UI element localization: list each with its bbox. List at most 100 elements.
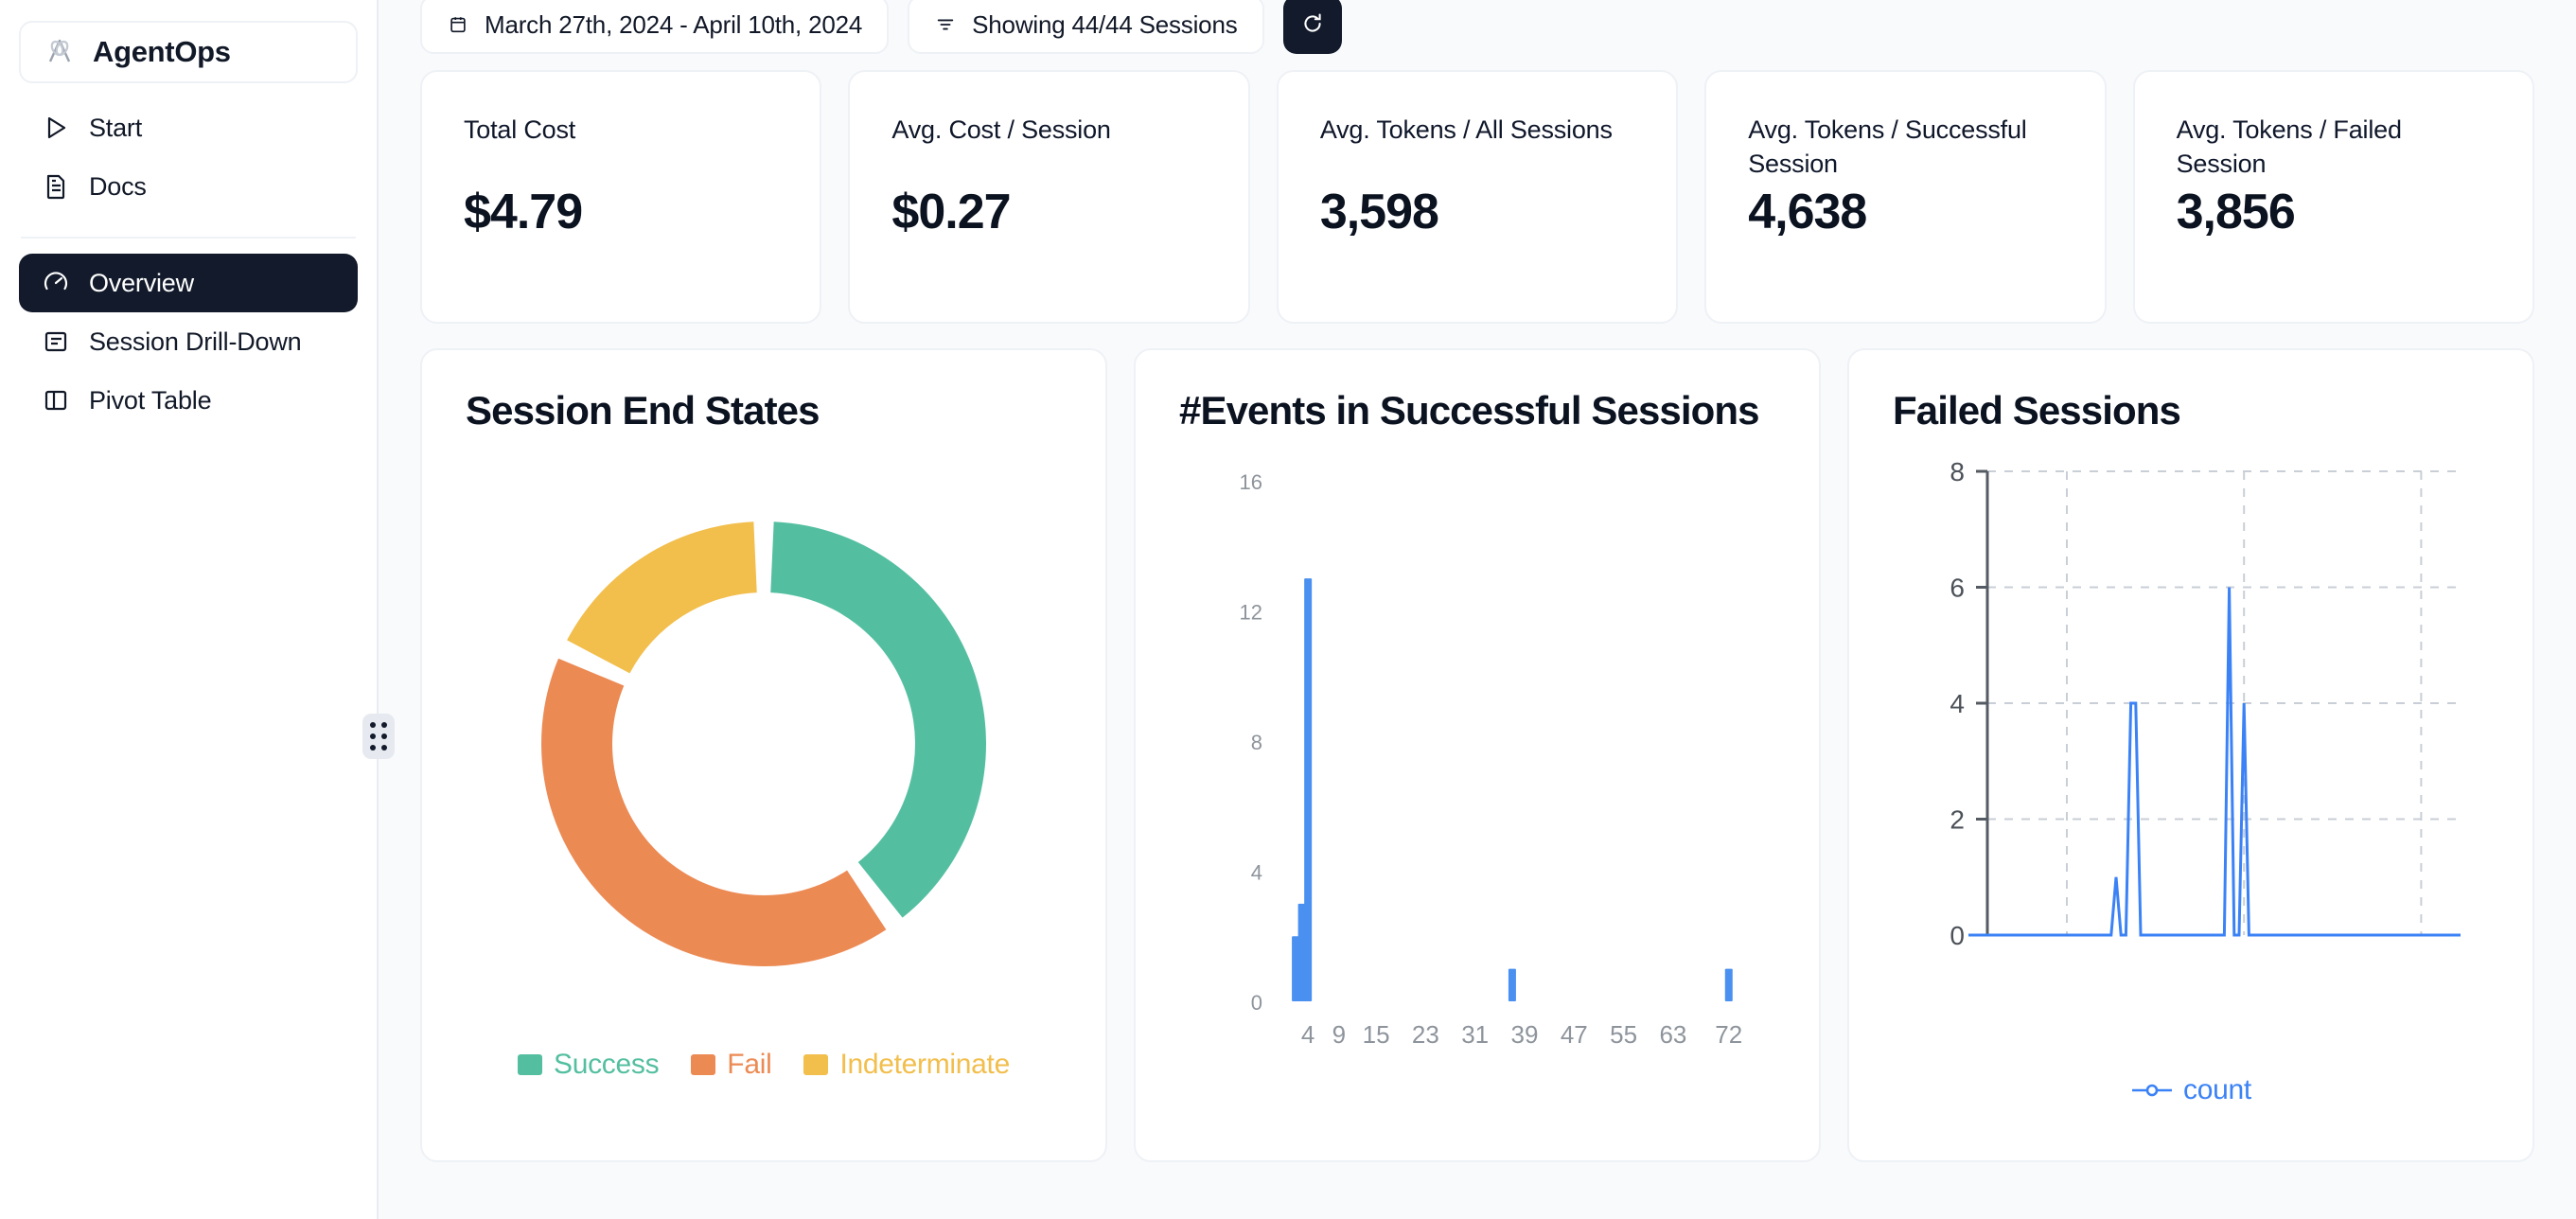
legend-item-success[interactable]: Success [518, 1049, 660, 1081]
y-axis-tick-label: 8 [1251, 731, 1262, 754]
bar[interactable] [1297, 904, 1306, 1002]
sessions-filter-label: Showing 44/44 Sessions [972, 9, 1238, 39]
legend-label-fail: Fail [727, 1049, 772, 1081]
line-chart: 0 2 4 6 8 [1893, 443, 2489, 1072]
stat-value: $4.79 [464, 185, 583, 239]
stat-label: Total Cost [464, 115, 576, 144]
calendar-icon [447, 13, 469, 36]
drag-dots-column-left [370, 722, 376, 751]
sidebar-resize-handle[interactable] [362, 714, 395, 759]
drag-dots-column-right [381, 722, 387, 751]
legend-label-indeterminate: Indeterminate [839, 1049, 1010, 1081]
x-axis-tick-label: 23 [1412, 1020, 1439, 1049]
stat-card-total-cost: Total Cost $4.79 [420, 70, 822, 324]
date-range-label: March 27th, 2024 - April 10th, 2024 [485, 9, 863, 39]
sidebar-divider [21, 237, 356, 238]
chart-card-row: Session End States Success Fail [405, 348, 2550, 1162]
date-range-picker[interactable]: March 27th, 2024 - April 10th, 2024 [420, 0, 890, 54]
legend-swatch-fail [691, 1054, 716, 1076]
nav-group-secondary: Overview Session Drill-Down [19, 238, 358, 430]
donut-slice-fail[interactable] [541, 658, 887, 967]
line-chart-svg[interactable]: 0 2 4 6 8 [1893, 443, 2498, 1068]
chart-card-session-end-states: Session End States Success Fail [420, 348, 1107, 1162]
toolbar: March 27th, 2024 - April 10th, 2024 Show… [405, 0, 2550, 66]
x-axis-tick-label: 4 [1301, 1020, 1314, 1049]
sidebar-item-docs-label: Docs [89, 171, 147, 201]
chart-title-events-in-successful-sessions: #Events in Successful Sessions [1179, 388, 1760, 433]
donut-svg[interactable] [470, 460, 1057, 1028]
donut-chart [466, 460, 1062, 1028]
y-axis-tick-label: 6 [1950, 574, 1965, 603]
stat-card-avg-cost-session: Avg. Cost / Session $0.27 [848, 70, 1250, 324]
legend-swatch-success [518, 1054, 543, 1076]
agentops-logo-icon [44, 36, 76, 68]
sidebar-item-overview-label: Overview [89, 268, 194, 297]
brand-button[interactable]: AgentOps [19, 21, 358, 83]
sidebar-item-session-drill-down[interactable]: Session Drill-Down [19, 312, 358, 371]
bar[interactable] [1292, 936, 1300, 1002]
chart-title-session-end-states: Session End States [466, 388, 820, 433]
list-panel-icon [42, 327, 70, 356]
donut-slice-indeterminate[interactable] [567, 521, 757, 674]
x-axis-tick-label: 9 [1332, 1020, 1346, 1049]
line-series-count[interactable] [1968, 587, 2461, 937]
chart-card-failed-sessions: Failed Sessions 0 2 4 6 8 count [1847, 348, 2534, 1162]
bar[interactable] [1724, 968, 1733, 1002]
y-axis-tick-label: 0 [1251, 991, 1262, 1015]
x-axis-tick-label: 15 [1363, 1020, 1390, 1049]
legend-item-fail[interactable]: Fail [691, 1049, 772, 1081]
y-axis-tick-label: 16 [1240, 470, 1262, 494]
bar[interactable] [1508, 968, 1516, 1002]
line-chart-legend[interactable]: count [1893, 1074, 2489, 1106]
gauge-icon [42, 269, 70, 297]
y-axis-tick-label: 0 [1950, 921, 1965, 950]
stat-card-avg-tokens-all-sessions: Avg. Tokens / All Sessions 3,598 [1276, 70, 1679, 324]
x-axis-tick-label: 39 [1511, 1020, 1539, 1049]
chart-title-failed-sessions: Failed Sessions [1893, 388, 2181, 433]
stat-label: Avg. Tokens / Successful Session [1748, 115, 2027, 178]
stat-label: Avg. Tokens / Failed Session [2176, 115, 2402, 178]
legend-item-indeterminate[interactable]: Indeterminate [803, 1049, 1010, 1081]
x-axis-tick-label: 63 [1659, 1020, 1686, 1049]
nav-group-primary: Start Docs [19, 83, 358, 216]
sidebar-item-session-drill-down-label: Session Drill-Down [89, 327, 302, 356]
y-axis-tick-label: 8 [1950, 457, 1965, 486]
filter-icon [934, 13, 957, 36]
brand-name: AgentOps [93, 35, 231, 68]
y-axis-tick-label: 4 [1950, 689, 1965, 718]
stat-card-row: Total Cost $4.79 Avg. Cost / Session $0.… [405, 70, 2550, 324]
sidebar-item-overview[interactable]: Overview [19, 254, 358, 312]
x-axis-tick-label: 47 [1561, 1020, 1588, 1049]
x-axis-tick-label: 55 [1610, 1020, 1637, 1049]
chart-card-events-in-successful-sessions: #Events in Successful Sessions 0 4 8 12 16 4 9… [1134, 348, 1821, 1162]
stat-value: 3,598 [1319, 185, 1439, 239]
play-triangle-icon [42, 114, 70, 142]
sidebar-item-pivot-table[interactable]: Pivot Table [19, 371, 358, 430]
x-axis-tick-label: 72 [1715, 1020, 1742, 1049]
stat-card-avg-tokens-failed-session: Avg. Tokens / Failed Session 3,856 [2132, 70, 2535, 324]
main-content: March 27th, 2024 - April 10th, 2024 Show… [379, 0, 2576, 1219]
stat-card-avg-tokens-successful-session: Avg. Tokens / Successful Session 4,638 [1704, 70, 2107, 324]
donut-slice-success[interactable] [770, 521, 986, 918]
legend-swatch-indeterminate [803, 1054, 829, 1076]
legend-label-success: Success [554, 1049, 660, 1081]
sidebar: AgentOps Start Docs [0, 0, 395, 1219]
sidebar-item-start[interactable]: Start [19, 98, 358, 157]
legend-marker-count [2130, 1074, 2174, 1106]
document-text-icon [42, 172, 70, 201]
bar[interactable] [1304, 578, 1313, 1002]
x-axis-tick-label: 31 [1461, 1020, 1489, 1049]
refresh-button[interactable] [1282, 0, 1342, 54]
legend-label-count: count [2183, 1074, 2251, 1106]
sidebar-item-start-label: Start [89, 113, 143, 142]
stat-label: Avg. Cost / Session [891, 115, 1111, 144]
sessions-filter-button[interactable]: Showing 44/44 Sessions [908, 0, 1264, 54]
refresh-icon [1300, 11, 1325, 39]
y-axis-tick-label: 2 [1950, 805, 1965, 835]
stat-value: 3,856 [2176, 185, 2296, 239]
y-axis-tick-label: 4 [1251, 861, 1262, 885]
sidebar-item-docs[interactable]: Docs [19, 157, 358, 216]
y-axis-tick-label: 12 [1240, 601, 1262, 625]
